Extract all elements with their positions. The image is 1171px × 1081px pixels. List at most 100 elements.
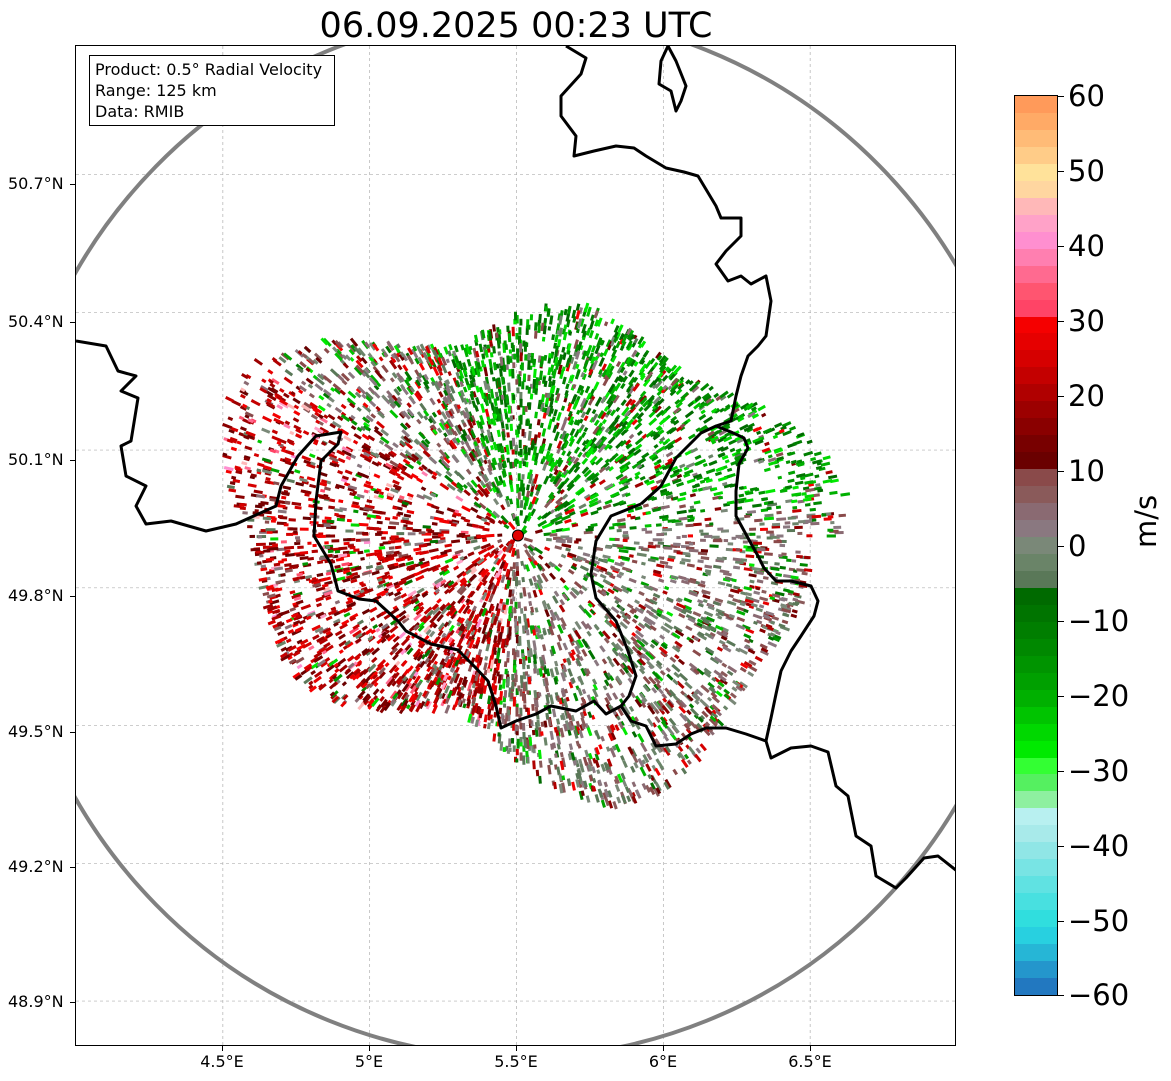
velocity-gate bbox=[586, 630, 592, 637]
velocity-gate bbox=[497, 337, 502, 344]
velocity-gate bbox=[313, 670, 323, 679]
velocity-gate bbox=[527, 545, 535, 552]
velocity-gate bbox=[376, 589, 387, 597]
velocity-gate bbox=[385, 582, 393, 588]
velocity-gate bbox=[486, 429, 492, 437]
velocity-gate bbox=[387, 591, 394, 597]
velocity-gate bbox=[681, 558, 691, 563]
velocity-gate bbox=[525, 419, 529, 426]
velocity-gate bbox=[341, 449, 352, 457]
velocity-gate bbox=[463, 347, 469, 358]
velocity-gate bbox=[262, 469, 273, 475]
velocity-gate bbox=[809, 507, 816, 512]
radar-map[interactable] bbox=[75, 45, 956, 1046]
velocity-gate bbox=[450, 428, 457, 436]
velocity-gate bbox=[575, 363, 580, 370]
velocity-gate bbox=[436, 442, 442, 448]
velocity-gate bbox=[737, 416, 745, 423]
velocity-gate bbox=[634, 789, 641, 797]
velocity-gate bbox=[405, 376, 411, 383]
velocity-gate bbox=[763, 552, 773, 556]
velocity-gate bbox=[306, 463, 316, 469]
velocity-gate bbox=[746, 510, 757, 514]
velocity-gate bbox=[484, 349, 489, 358]
velocity-gate bbox=[622, 538, 628, 543]
velocity-gate bbox=[610, 731, 617, 741]
velocity-gate bbox=[495, 575, 502, 587]
velocity-gate bbox=[648, 585, 659, 592]
velocity-gate bbox=[430, 680, 436, 688]
velocity-gate bbox=[363, 489, 369, 494]
velocity-gate bbox=[449, 385, 456, 394]
velocity-gate bbox=[385, 676, 394, 686]
velocity-gate bbox=[242, 418, 252, 425]
velocity-gate bbox=[527, 430, 532, 441]
velocity-gate bbox=[448, 604, 456, 612]
velocity-gate bbox=[642, 400, 650, 408]
velocity-gate bbox=[287, 645, 297, 652]
velocity-gate bbox=[444, 543, 453, 548]
velocity-gate bbox=[372, 694, 379, 701]
velocity-gate bbox=[654, 782, 662, 792]
velocity-gate bbox=[766, 506, 772, 511]
velocity-gate bbox=[606, 758, 613, 768]
velocity-gate bbox=[317, 534, 326, 539]
velocity-gate bbox=[478, 502, 487, 510]
velocity-gate bbox=[517, 685, 521, 692]
velocity-gate bbox=[705, 571, 711, 576]
velocity-gate bbox=[651, 722, 657, 728]
velocity-gate bbox=[563, 501, 571, 508]
velocity-gate bbox=[625, 492, 631, 498]
velocity-gate bbox=[299, 556, 309, 561]
velocity-gate bbox=[590, 314, 595, 322]
velocity-gate bbox=[541, 601, 548, 611]
velocity-gate bbox=[279, 652, 288, 659]
velocity-gate bbox=[652, 538, 663, 542]
velocity-gate bbox=[360, 538, 370, 542]
velocity-gate bbox=[475, 475, 482, 483]
velocity-gate bbox=[406, 492, 414, 498]
velocity-gate bbox=[497, 674, 502, 684]
velocity-gate bbox=[602, 376, 610, 387]
velocity-gate bbox=[576, 436, 583, 445]
velocity-gate bbox=[776, 456, 785, 462]
velocity-gate bbox=[717, 527, 724, 531]
velocity-gate bbox=[588, 501, 599, 508]
velocity-gate bbox=[545, 686, 550, 693]
velocity-gate bbox=[666, 444, 675, 451]
velocity-gate bbox=[523, 613, 527, 623]
velocity-gate bbox=[569, 464, 577, 473]
velocity-gate bbox=[774, 562, 780, 566]
velocity-gate bbox=[239, 506, 247, 511]
velocity-gate bbox=[707, 430, 715, 437]
velocity-gate bbox=[655, 445, 666, 454]
velocity-gate bbox=[325, 534, 331, 538]
velocity-gate bbox=[497, 462, 502, 471]
velocity-gate bbox=[361, 625, 368, 631]
velocity-gate bbox=[423, 657, 431, 665]
velocity-gate bbox=[634, 437, 644, 446]
velocity-gate bbox=[660, 720, 669, 729]
velocity-gate bbox=[378, 494, 385, 499]
velocity-gate bbox=[672, 768, 679, 776]
velocity-gate bbox=[557, 624, 564, 634]
velocity-gate bbox=[536, 562, 543, 571]
velocity-gate bbox=[696, 566, 703, 571]
velocity-gate bbox=[493, 557, 500, 565]
velocity-gate bbox=[810, 521, 820, 526]
velocity-gate bbox=[514, 674, 518, 682]
velocity-gate bbox=[590, 460, 596, 466]
velocity-gate bbox=[492, 346, 496, 354]
velocity-gate bbox=[767, 625, 774, 631]
velocity-gate bbox=[512, 562, 516, 570]
velocity-gate bbox=[563, 324, 568, 330]
velocity-gate bbox=[266, 607, 274, 612]
velocity-gate bbox=[418, 560, 424, 565]
velocity-gate bbox=[538, 760, 543, 768]
velocity-gate bbox=[621, 588, 630, 594]
velocity-gate bbox=[745, 402, 754, 409]
velocity-gate bbox=[263, 549, 271, 553]
velocity-gate bbox=[568, 743, 574, 751]
velocity-gate bbox=[413, 671, 419, 678]
velocity-gate bbox=[657, 397, 665, 406]
